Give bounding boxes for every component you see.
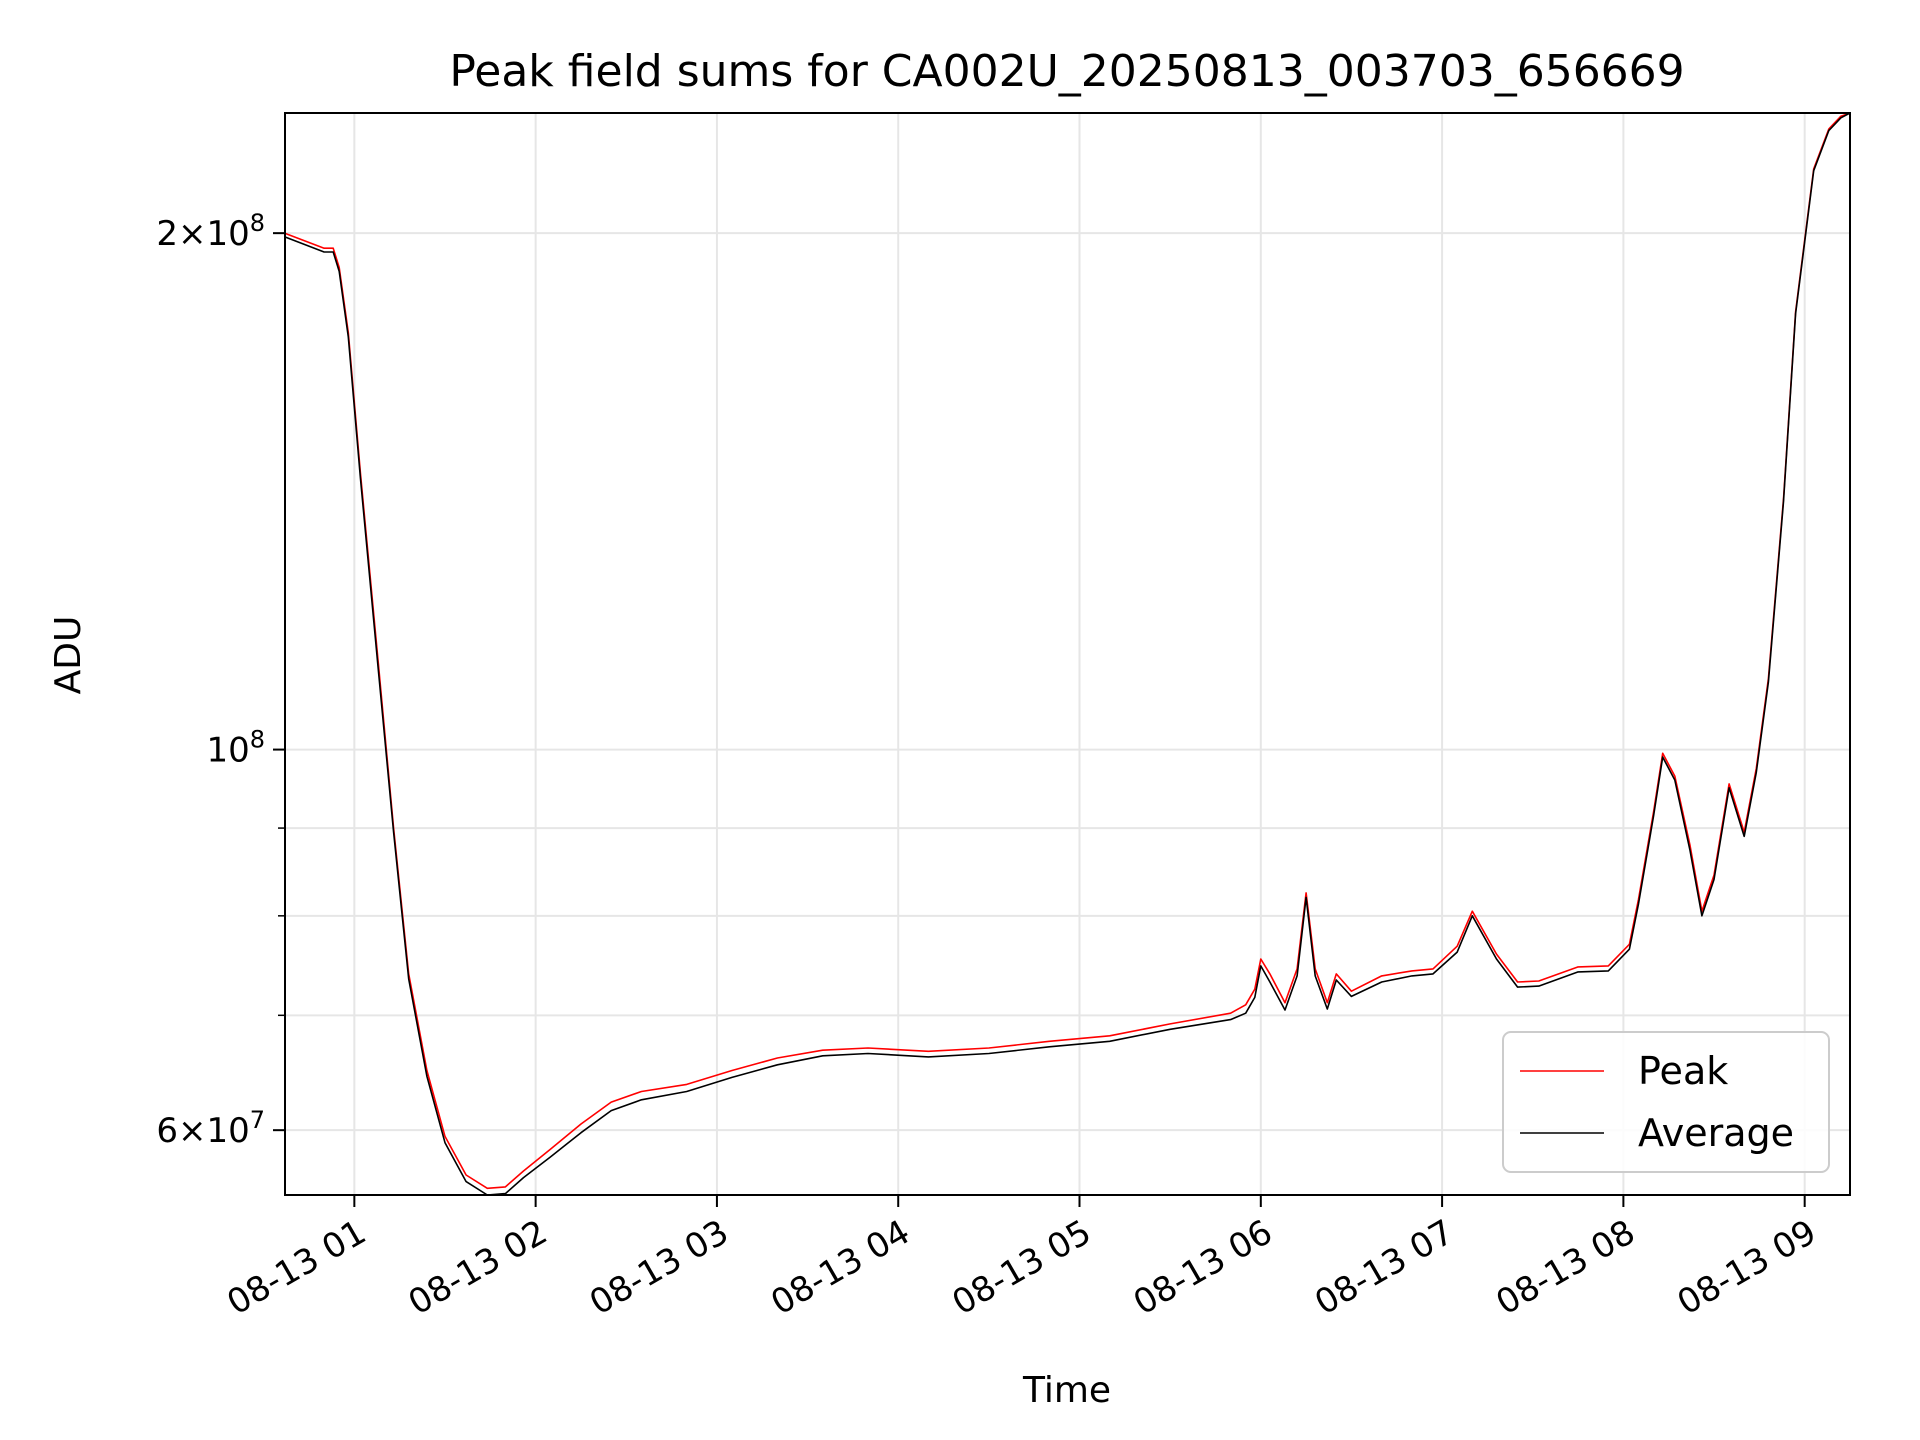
x-tick-label: 08-13 02: [402, 1212, 554, 1323]
y-tick-exponent: 8: [250, 209, 265, 237]
series-lines: [284, 112, 1851, 1196]
x-tick-label: 08-13 04: [764, 1212, 916, 1323]
x-axis-ticks: 08-13 01 08-13 02 08-13 03 08-13 04 08-13 05…: [220, 1195, 1823, 1323]
y-tick-base: 10: [206, 731, 249, 771]
x-tick-label: 08-13 01: [220, 1212, 372, 1323]
x-tick-label: 08-13 08: [1489, 1212, 1641, 1323]
legend-label-average: Average: [1638, 1111, 1794, 1155]
y-tick-mantissa: 2: [156, 214, 178, 254]
x-tick-label: 08-13 09: [1671, 1212, 1823, 1323]
legend-box: [1502, 1031, 1830, 1173]
chart-title: Peak field sums for CA002U_20250813_0037…: [449, 46, 1684, 97]
y-tick-exponent: 8: [250, 726, 265, 754]
grid: [285, 113, 1850, 1195]
y-tick-base: 10: [206, 214, 249, 254]
legend-label-peak: Peak: [1638, 1049, 1728, 1093]
y-axis-label: ADU: [48, 616, 89, 695]
y-tick-mantissa: 6: [156, 1111, 178, 1151]
legend: Peak Average: [1502, 1031, 1830, 1173]
x-tick-label: 08-13 03: [583, 1212, 735, 1323]
plot-frame: [284, 112, 1851, 1196]
y-tick-base: 10: [206, 1111, 249, 1151]
y-tick-label: 6×107: [156, 1106, 265, 1151]
y-tick-times: ×: [178, 1111, 207, 1151]
x-tick-label: 08-13 05: [946, 1212, 1098, 1323]
x-axis-label: Time: [1022, 1370, 1111, 1411]
y-tick-label: 108: [206, 726, 265, 771]
series-line-average: [284, 112, 1851, 1196]
y-tick-exponent: 7: [250, 1106, 265, 1134]
x-tick-label: 08-13 06: [1127, 1212, 1279, 1323]
series-line-peak: [284, 112, 1851, 1190]
y-tick-times: ×: [178, 214, 207, 254]
x-tick-label: 08-13 07: [1308, 1212, 1460, 1323]
y-tick-label: 2×108: [156, 209, 265, 254]
